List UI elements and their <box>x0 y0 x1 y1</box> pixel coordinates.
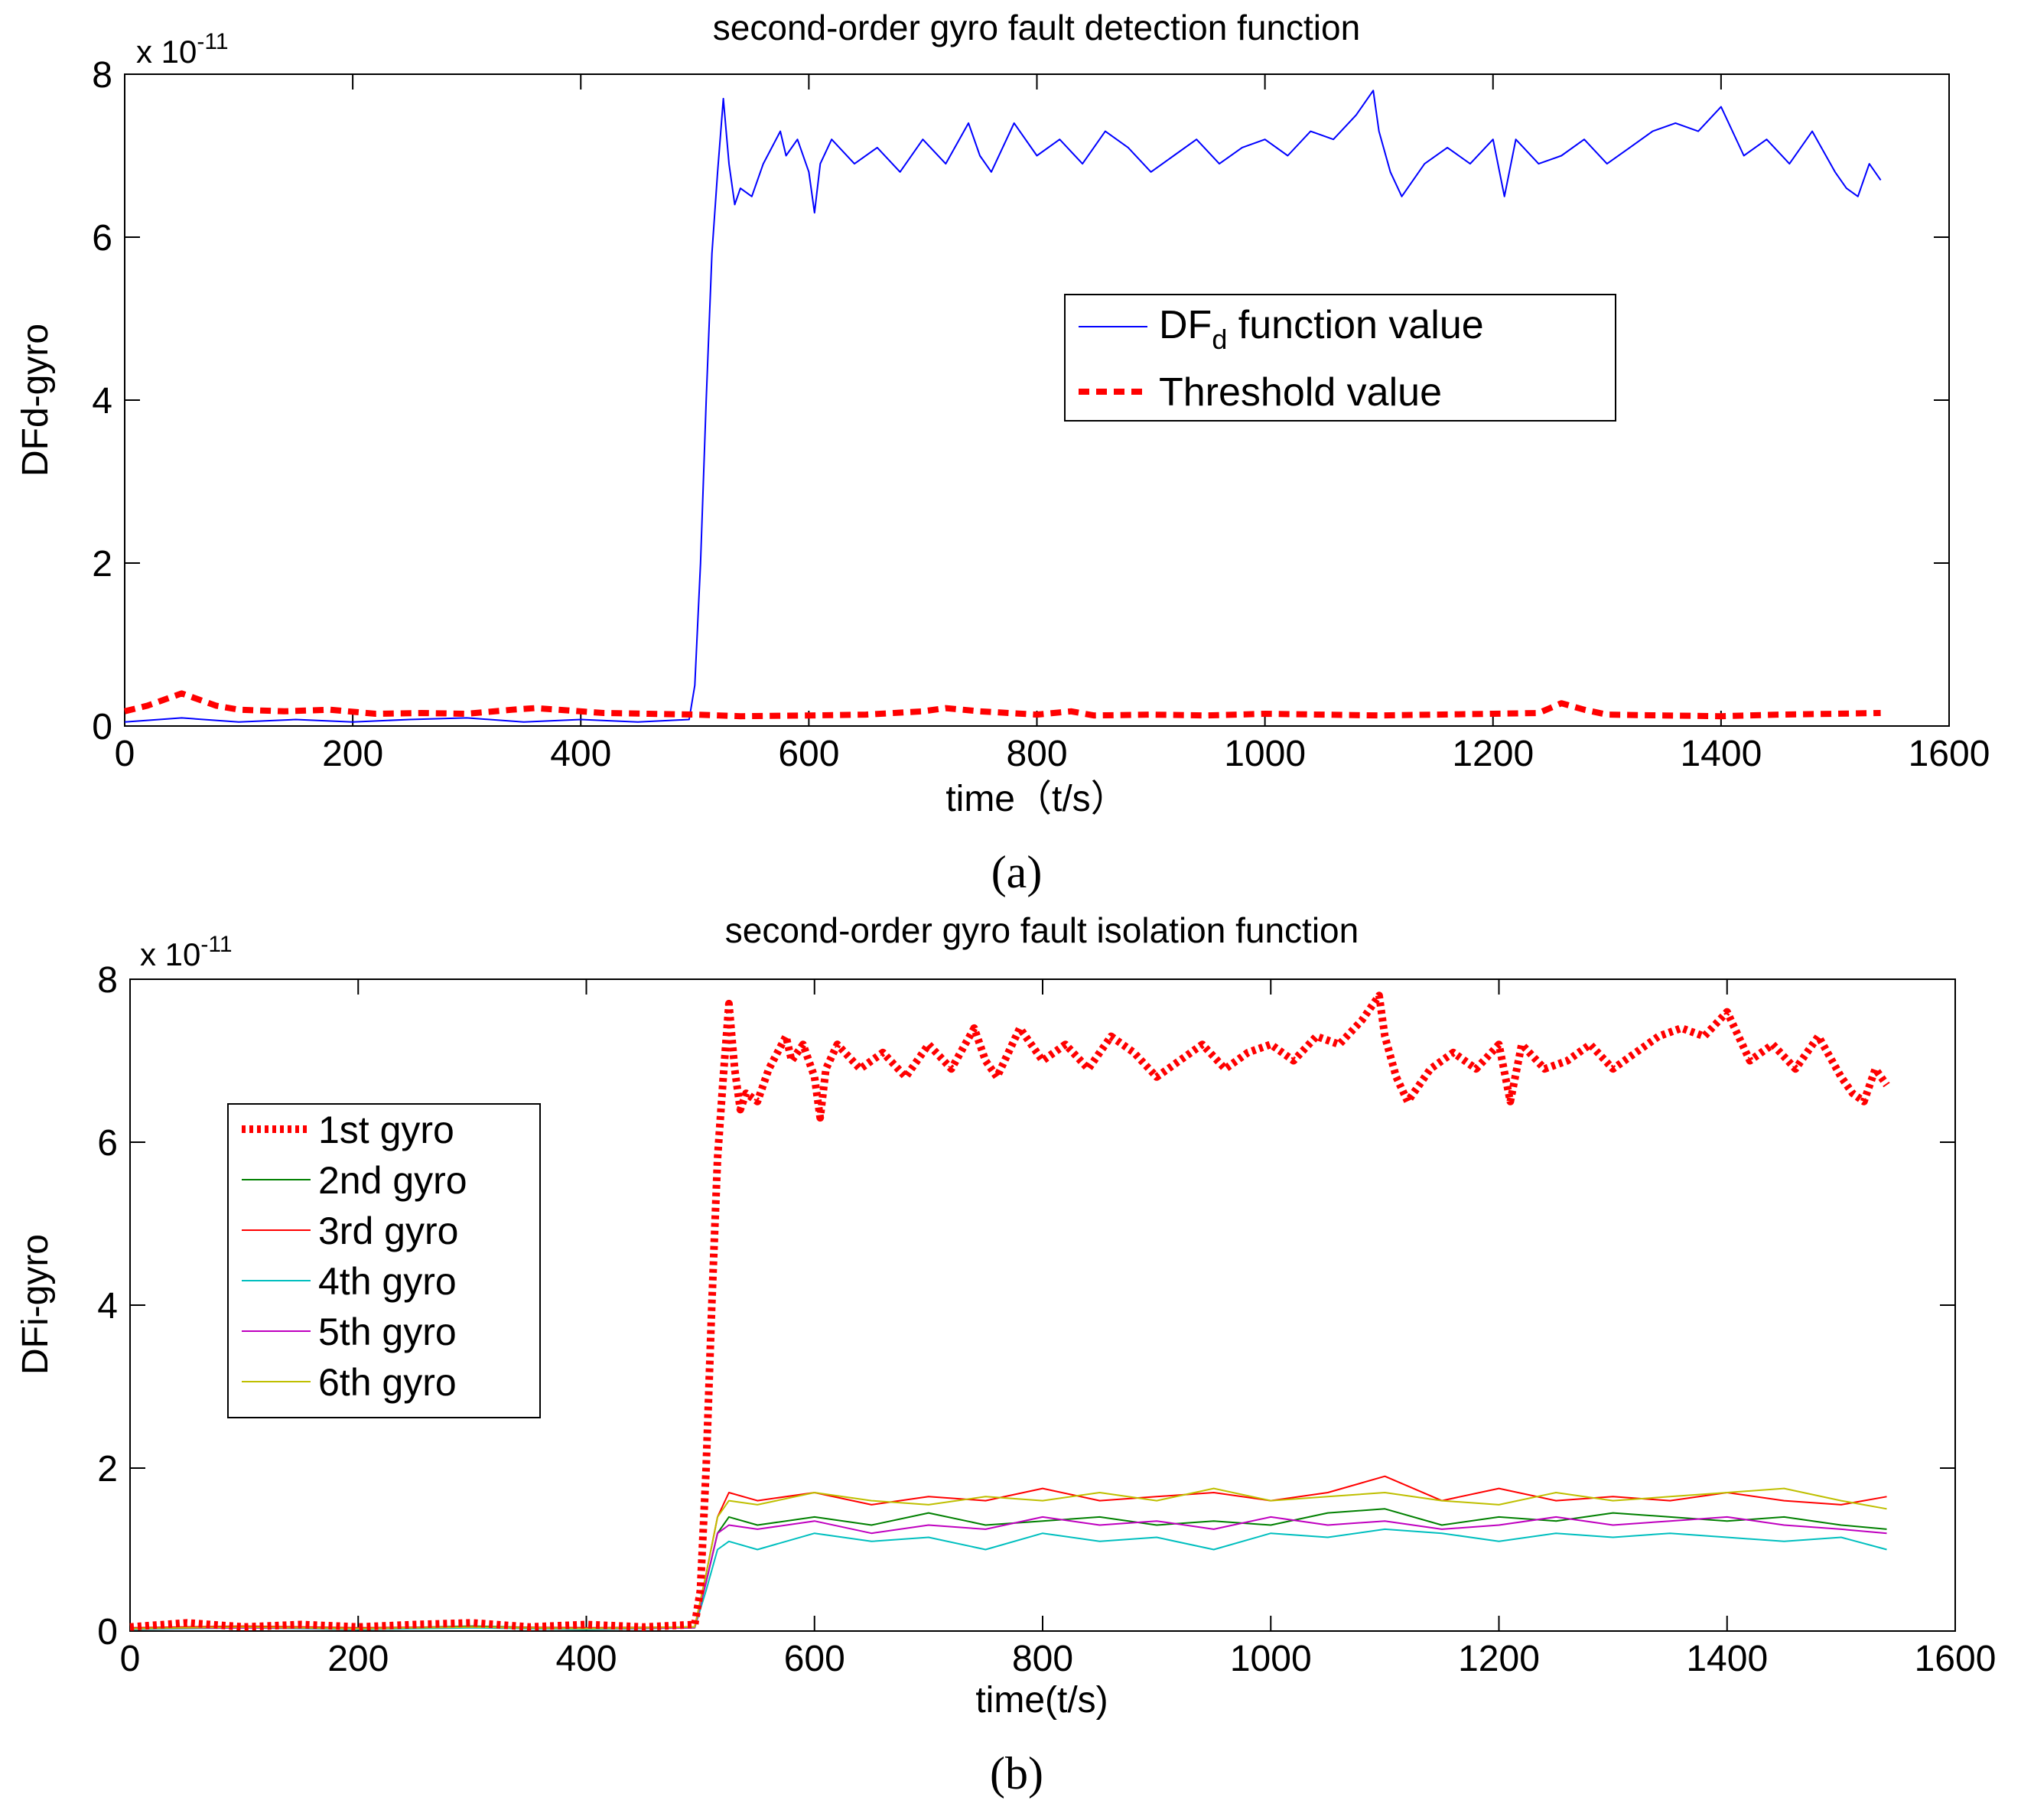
series-line-1st-gyro <box>129 991 1890 1631</box>
x-tick-label: 1400 <box>1686 1639 1768 1679</box>
panel-a-exponent: x 10-11 <box>136 29 229 70</box>
x-tick-label: 400 <box>550 734 611 774</box>
x-tick-label: 1000 <box>1224 734 1306 774</box>
panel-b-xlabel: time(t/s) <box>975 1680 1108 1721</box>
x-tick-label: 0 <box>115 734 135 774</box>
legend-b-label: 3rd gyro <box>318 1210 458 1252</box>
panel-b-legend-entries: 1st gyro 2nd gyro 3rd gyro 4th gyro 5th gyro… <box>242 1109 467 1404</box>
panel-a-y-ticks: 0 2 4 6 8 <box>92 55 1949 747</box>
x-tick-label: 1200 <box>1452 734 1534 774</box>
x-tick-label: 600 <box>784 1639 845 1679</box>
legend-a-threshold-label: Threshold value <box>1159 370 1442 415</box>
panel-a-xlabel: time（t/s） <box>945 779 1127 819</box>
y-tick-label: 2 <box>92 544 112 584</box>
x-tick-label: 1200 <box>1458 1639 1540 1679</box>
y-tick-label: 8 <box>97 960 118 1001</box>
y-tick-label: 8 <box>92 55 112 96</box>
panel-b-title: second-order gyro fault isolation functi… <box>725 910 1359 950</box>
panel-b-legend-box <box>227 1103 541 1418</box>
x-tick-label: 0 <box>120 1639 141 1679</box>
panel-b-legend: 1st gyro 2nd gyro 3rd gyro 4th gyro 5th gyro… <box>227 1103 541 1418</box>
x-tick-label: 1000 <box>1230 1639 1312 1679</box>
panel-a: second-order gyro fault detection functi… <box>15 8 1990 897</box>
panel-b-exponent: x 10-11 <box>140 932 233 972</box>
y-tick-label: 0 <box>92 707 112 747</box>
panel-b-label: (b) <box>990 1748 1043 1799</box>
legend-b-label: 1st gyro <box>318 1109 454 1151</box>
y-tick-label: 0 <box>97 1612 118 1652</box>
x-tick-label: 400 <box>555 1639 617 1679</box>
panel-b-x-ticks: 0 200 400 600 800 1000 1200 1400 1600 <box>120 979 1997 1679</box>
panel-b: second-order gyro fault isolation functi… <box>15 910 1996 1799</box>
x-tick-label: 1600 <box>1915 1639 1997 1679</box>
y-tick-label: 2 <box>97 1449 118 1490</box>
panel-b-y-ticks: 0 2 4 6 8 <box>97 960 1955 1652</box>
panel-a-legend: DFd function value Threshold value <box>1064 294 1616 422</box>
series-line-6th-gyro <box>129 1487 1887 1630</box>
panel-a-label: (a) <box>991 847 1043 897</box>
panel-b-series <box>129 991 1890 1631</box>
legend-b-label: 2nd gyro <box>318 1159 467 1202</box>
series-line-df-d-function-value <box>124 90 1882 723</box>
x-tick-label: 800 <box>1012 1639 1073 1679</box>
y-tick-label: 6 <box>97 1123 118 1164</box>
panel-a-title: second-order gyro fault detection functi… <box>713 8 1360 47</box>
legend-b-label: 6th gyro <box>318 1361 457 1404</box>
legend-a-detection-label: DFd function value <box>1159 303 1484 355</box>
y-tick-label: 4 <box>92 381 112 422</box>
x-tick-label: 1400 <box>1680 734 1762 774</box>
x-tick-label: 1600 <box>1909 734 1990 774</box>
series-line-threshold-value <box>124 690 1881 720</box>
panel-a-ylabel: DFd-gyro <box>15 324 56 477</box>
panel-a-legend-box <box>1064 294 1616 422</box>
x-tick-label: 200 <box>322 734 383 774</box>
panel-a-plot-area <box>124 73 1950 727</box>
y-tick-label: 6 <box>92 218 112 259</box>
legend-b-label: 4th gyro <box>318 1260 457 1303</box>
x-tick-label: 800 <box>1006 734 1067 774</box>
panel-a-series <box>124 90 1882 723</box>
panel-a-x-ticks: 0 200 400 600 800 1000 1200 1400 1600 <box>115 74 1990 774</box>
legend-b-label: 5th gyro <box>318 1310 457 1353</box>
panel-b-ylabel: DFi-gyro <box>15 1234 56 1375</box>
y-tick-label: 4 <box>97 1286 118 1327</box>
x-tick-label: 200 <box>327 1639 389 1679</box>
x-tick-label: 600 <box>778 734 839 774</box>
